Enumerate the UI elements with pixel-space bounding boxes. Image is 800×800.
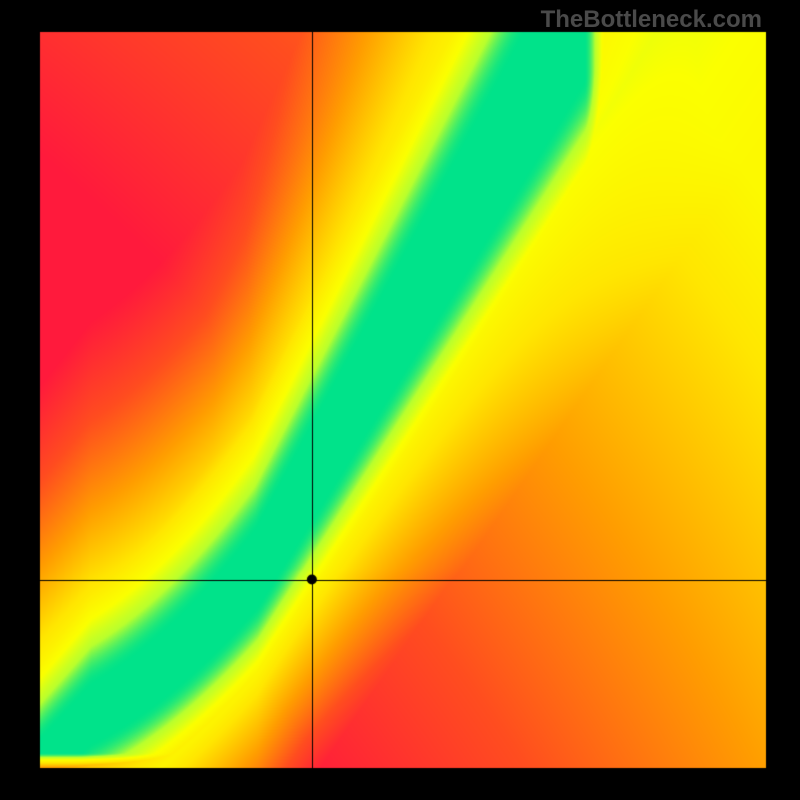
bottleneck-heatmap bbox=[0, 0, 800, 800]
chart-container: { "watermark": "TheBottleneck.com", "can… bbox=[0, 0, 800, 800]
watermark-text: TheBottleneck.com bbox=[541, 6, 762, 34]
